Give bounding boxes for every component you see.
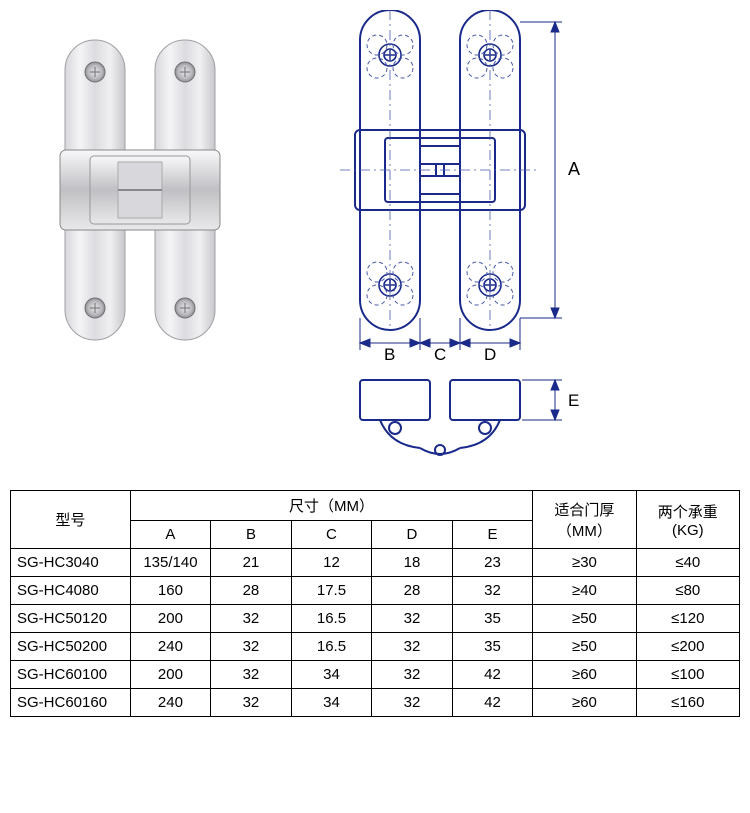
door-thickness-unit: （MM） [557,523,612,540]
table-row: SG-HC40801602817.52832≥40≤80 [11,577,740,605]
col-door-thickness: 适合门厚 （MM） [533,491,636,549]
cell-load: ≤120 [636,605,739,633]
cell-d: 18 [372,549,453,577]
cell-c: 34 [291,689,372,717]
cell-d: 32 [372,633,453,661]
cell-load: ≤80 [636,577,739,605]
col-d: D [372,521,453,549]
cell-model: SG-HC50200 [11,633,131,661]
cell-e: 32 [452,577,533,605]
dim-label-c: C [434,345,446,364]
dim-label-d: D [484,345,496,364]
dim-label-e: E [568,391,579,410]
cell-fit: ≥60 [533,661,636,689]
cell-b: 32 [211,605,292,633]
cell-a: 200 [130,605,211,633]
cell-a: 160 [130,577,211,605]
cell-d: 32 [372,661,453,689]
col-model: 型号 [11,491,131,549]
cell-d: 32 [372,689,453,717]
cell-c: 17.5 [291,577,372,605]
table-row: SG-HC501202003216.53235≥50≤120 [11,605,740,633]
cell-model: SG-HC60100 [11,661,131,689]
cell-e: 23 [452,549,533,577]
cell-e: 35 [452,605,533,633]
cell-load: ≤160 [636,689,739,717]
cell-load: ≤100 [636,661,739,689]
table-row: SG-HC6016024032343242≥60≤160 [11,689,740,717]
door-thickness-label: 适合门厚 [554,502,614,519]
cell-b: 32 [211,661,292,689]
cell-b: 32 [211,689,292,717]
cell-a: 240 [130,689,211,717]
cell-a: 135/140 [130,549,211,577]
cell-b: 28 [211,577,292,605]
dim-label-b: B [384,345,395,364]
cell-fit: ≥60 [533,689,636,717]
cell-a: 200 [130,661,211,689]
cell-c: 16.5 [291,633,372,661]
col-load: 两个承重 (KG) [636,491,739,549]
cell-model: SG-HC50120 [11,605,131,633]
dim-label-a: A [568,159,580,179]
cell-fit: ≥30 [533,549,636,577]
cell-c: 12 [291,549,372,577]
cell-load: ≤200 [636,633,739,661]
cell-e: 42 [452,689,533,717]
cell-fit: ≥50 [533,605,636,633]
cell-model: SG-HC4080 [11,577,131,605]
cell-c: 16.5 [291,605,372,633]
col-c: C [291,521,372,549]
col-dimensions: 尺寸（MM） [130,491,533,521]
col-a: A [130,521,211,549]
cell-fit: ≥50 [533,633,636,661]
cell-e: 35 [452,633,533,661]
cell-b: 32 [211,633,292,661]
hinge-photo [10,10,270,370]
cell-load: ≤40 [636,549,739,577]
table-row: SG-HC3040135/14021121823≥30≤40 [11,549,740,577]
cell-c: 34 [291,661,372,689]
load-label: 两个承重 [658,504,718,521]
cell-model: SG-HC60160 [11,689,131,717]
hinge-technical-drawing: A B C D [300,10,620,475]
spec-table: 型号 尺寸（MM） 适合门厚 （MM） 两个承重 (KG) A B C D E … [10,490,740,717]
table-row: SG-HC502002403216.53235≥50≤200 [11,633,740,661]
cell-a: 240 [130,633,211,661]
figure-row: A B C D [10,10,740,475]
cell-d: 28 [372,577,453,605]
cell-model: SG-HC3040 [11,549,131,577]
cell-fit: ≥40 [533,577,636,605]
col-b: B [211,521,292,549]
cell-e: 42 [452,661,533,689]
cell-b: 21 [211,549,292,577]
table-row: SG-HC6010020032343242≥60≤100 [11,661,740,689]
col-e: E [452,521,533,549]
cell-d: 32 [372,605,453,633]
load-unit: (KG) [672,522,704,539]
